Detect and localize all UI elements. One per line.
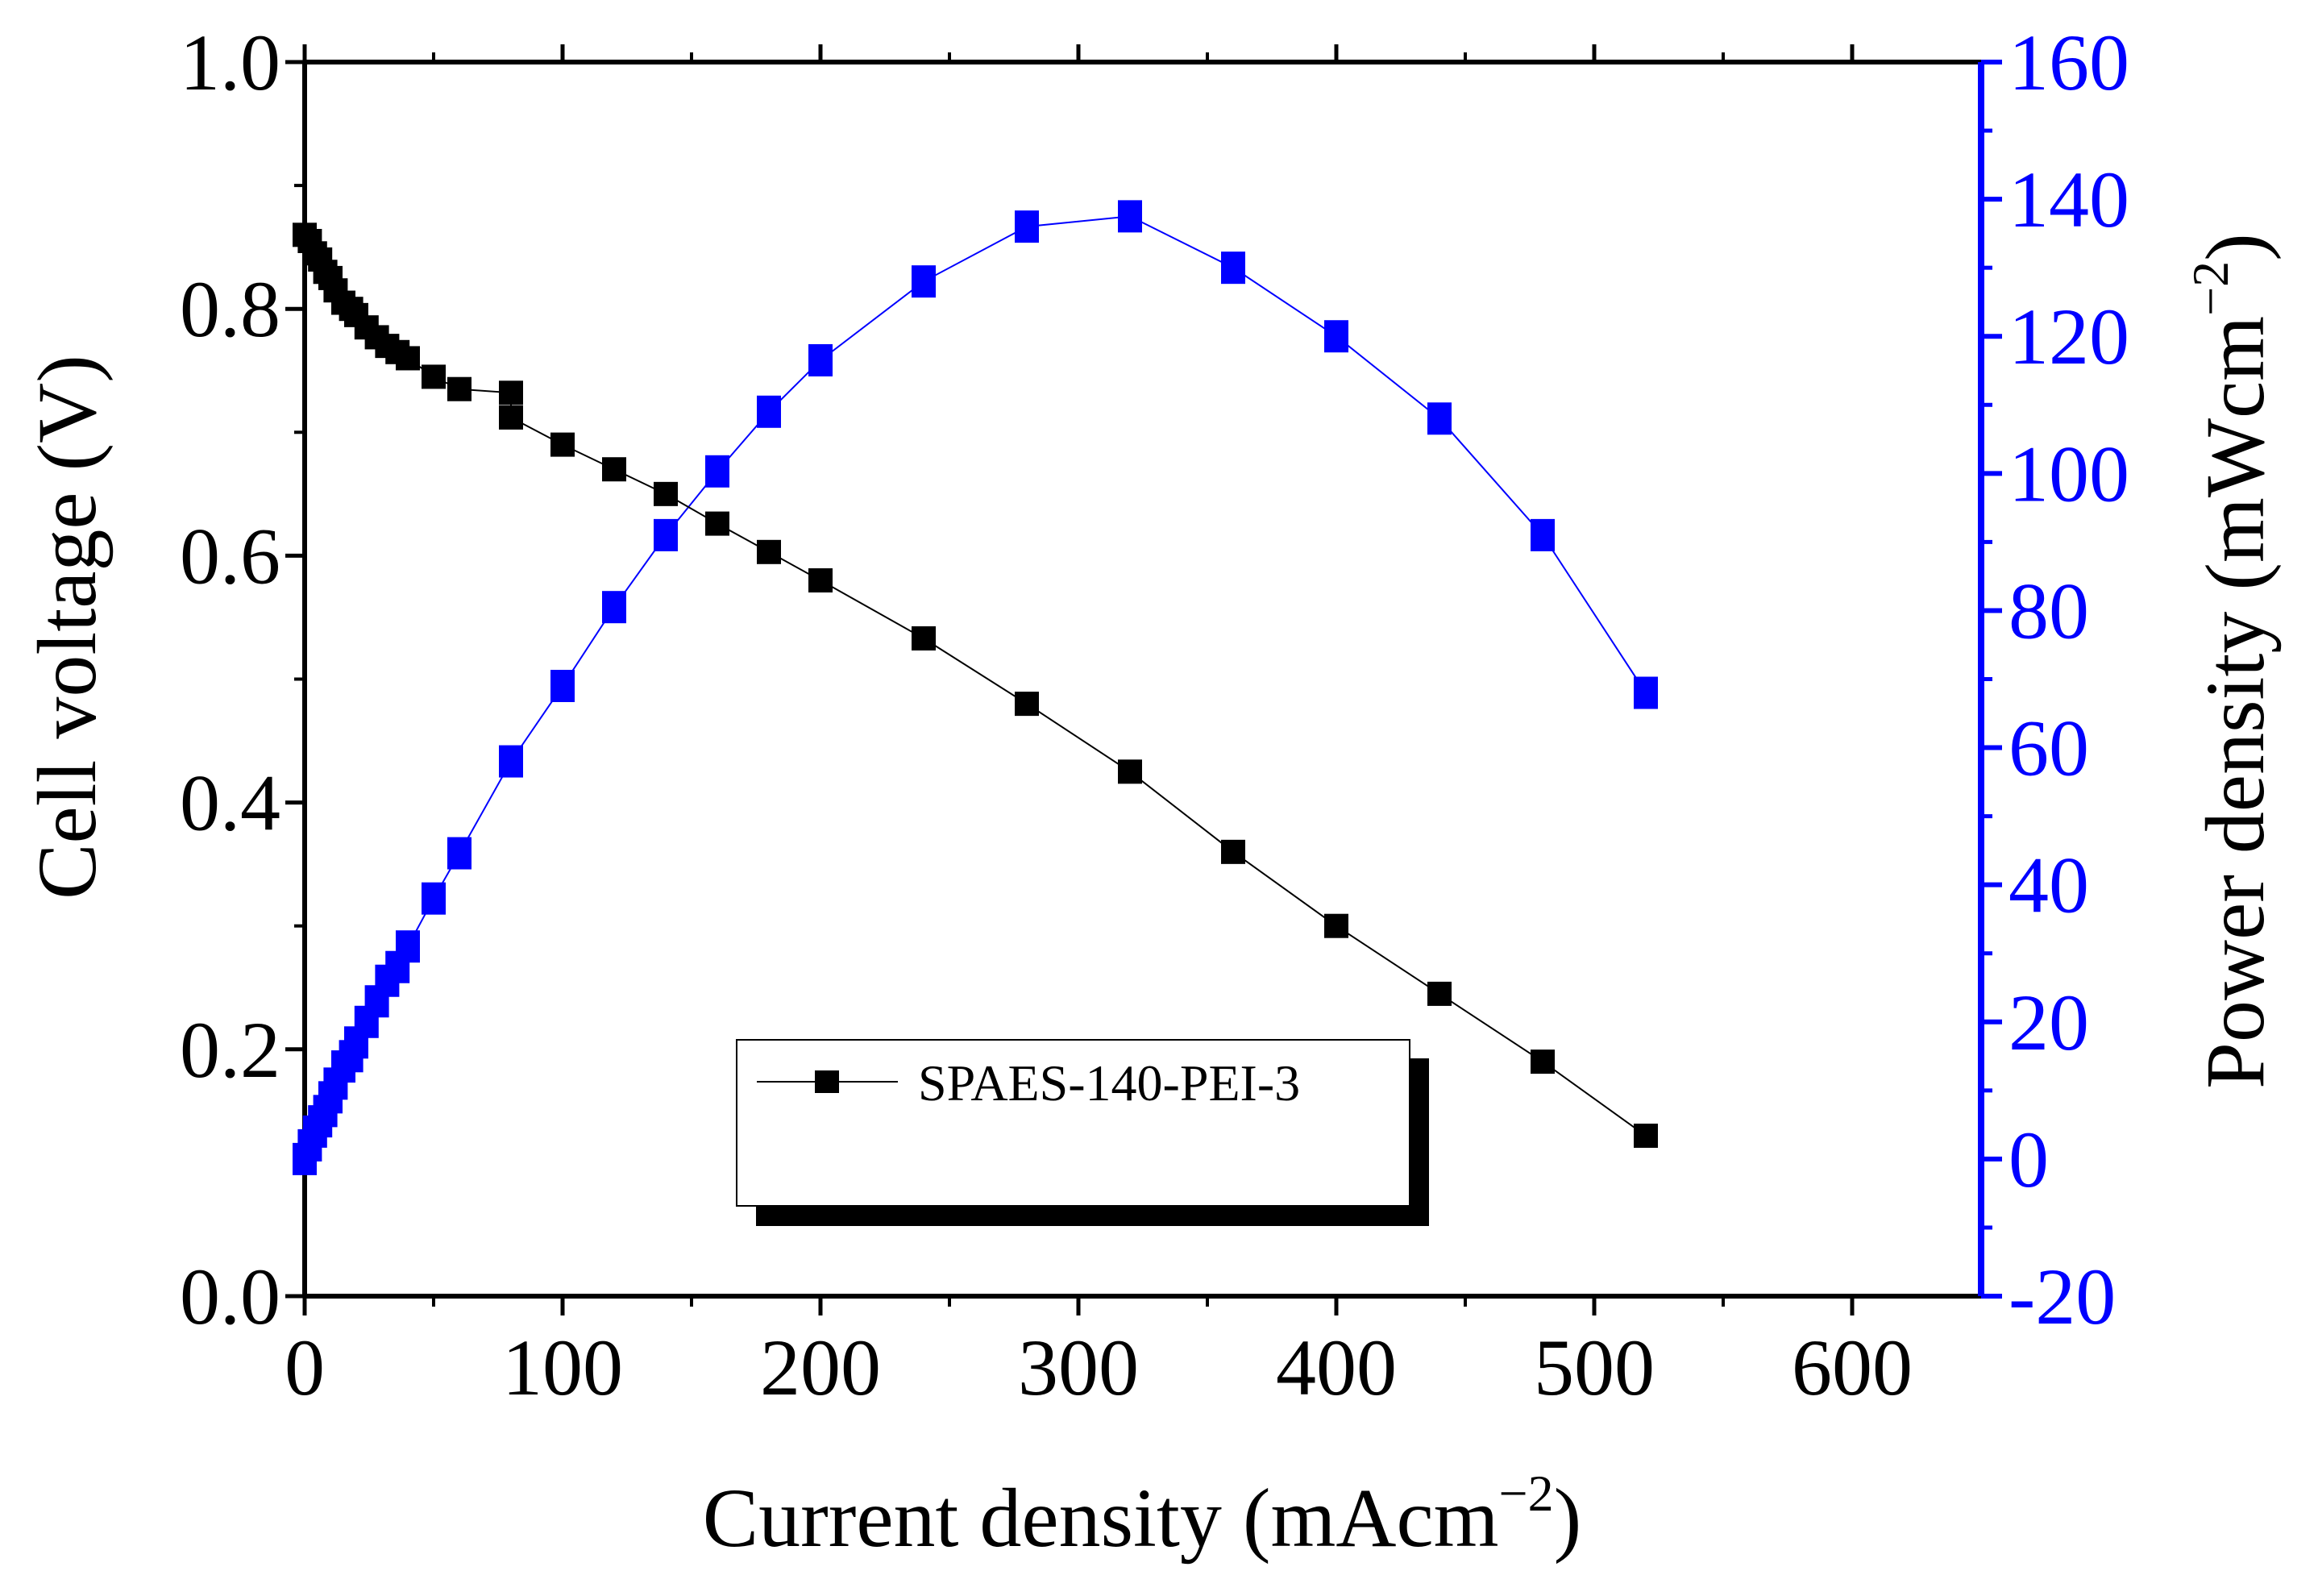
power-point [705,455,729,488]
voltage-point [396,346,420,371]
y-tick-label: 1.0 [180,18,280,107]
legend-box [736,1039,1410,1207]
voltage-point [602,457,626,482]
voltage-point [499,380,523,405]
x-tick-label: 100 [502,1323,623,1412]
voltage-point [1427,981,1452,1006]
y2-axis-title: Power density (mWcm−2) [2182,233,2282,1089]
ticks: 0 100 200 300 400 500 6000.00.20.40.60.81.0-20… [180,18,2129,1412]
power-point [550,670,575,703]
power-point [912,265,936,298]
power-point [1634,676,1658,709]
power-point [447,837,471,870]
voltage-point [1118,759,1142,784]
voltage-point [499,405,523,430]
y2-tick-label: 160 [2009,18,2129,107]
voltage-point [1324,913,1348,938]
legend-label: SPAES-140-PEI-3 [918,1054,1300,1112]
voltage-point [705,511,729,536]
y2-tick-label: -20 [2009,1252,2116,1341]
y2-tick-label: 100 [2009,429,2129,518]
y2-tick-label: 60 [2009,704,2089,793]
legend: SPAES-140-PEI-3 [736,1039,1429,1226]
y-tick-label: 0.2 [180,1005,280,1095]
legend-marker [815,1070,839,1093]
y-tick-label: 0.6 [180,511,280,601]
y2-tick-label: 80 [2009,566,2089,655]
power-point [602,591,626,624]
y2-tick-label: 20 [2009,978,2089,1067]
voltage-point [1634,1123,1658,1148]
x-tick-label: 500 [1534,1323,1655,1412]
power-point [422,882,446,915]
x-tick-label: 300 [1018,1323,1139,1412]
voltage-point [654,481,678,506]
y-tick-label: 0.0 [180,1252,280,1341]
voltage-point [808,568,833,593]
voltage-point [757,539,781,564]
power-point [1531,518,1555,551]
y2-tick-label: 40 [2009,841,2089,930]
y-tick-label: 0.4 [180,759,280,848]
y-axis-title: Cell voltage (V) [21,355,114,900]
power-line [304,215,1647,1160]
x-tick-label: 400 [1276,1323,1397,1412]
x-axis-title: Current density (mAcm−2) [703,1465,1582,1565]
voltage-point [550,432,575,457]
power-point [1015,210,1039,243]
voltage-point [422,364,446,389]
x-tick-label: 200 [760,1323,881,1412]
series-voltage [293,222,1658,1148]
x-tick-label: 0 [285,1323,325,1412]
x-tick-label: 600 [1792,1323,1913,1412]
power-point [1118,200,1142,233]
y2-tick-label: 120 [2009,292,2129,381]
y2-tick-label: 140 [2009,155,2129,244]
y2-tick-label: 0 [2009,1115,2049,1204]
power-point [654,518,678,551]
power-point [757,395,781,428]
power-point [499,745,523,778]
power-point [1324,320,1348,353]
power-point [1221,251,1245,285]
voltage-point [912,626,936,650]
voltage-point [447,376,471,401]
voltage-point [1015,692,1039,717]
power-point [396,930,420,963]
power-point [808,343,833,376]
y-tick-label: 0.8 [180,264,280,354]
voltage-point [1531,1049,1555,1074]
series-power [293,200,1658,1175]
power-point [1427,402,1452,435]
voltage-point [1221,839,1245,864]
